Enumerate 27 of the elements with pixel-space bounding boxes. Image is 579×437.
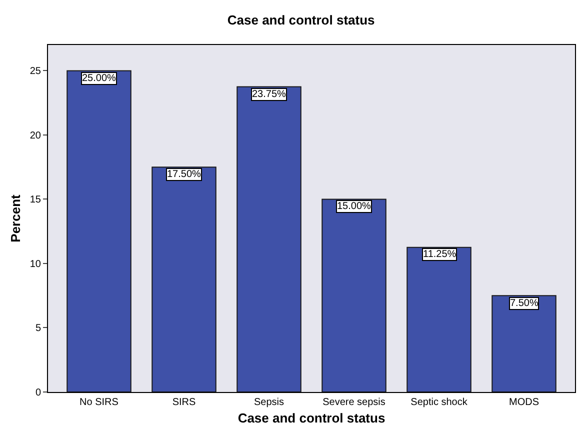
bar — [492, 295, 556, 392]
bar — [236, 86, 302, 392]
x-tick-label: Septic shock — [410, 397, 468, 408]
bar — [322, 198, 386, 392]
data-label: 7.50% — [510, 298, 538, 309]
y-tick-label: 5 — [35, 323, 42, 334]
bar — [406, 246, 472, 392]
y-axis-title: Percent — [8, 194, 23, 242]
y-tick-label: 10 — [30, 258, 42, 270]
y-tick-label: 15 — [30, 194, 42, 206]
y-tick-label: 25 — [30, 66, 42, 78]
y-tick-label: 0 — [35, 388, 42, 398]
x-tick-label: Sepsis — [254, 397, 284, 408]
x-tick-label: MODS — [509, 397, 540, 408]
x-axis-title: Case and control status — [238, 410, 386, 426]
data-label: 17.50% — [167, 169, 202, 180]
data-label: 15.00% — [337, 201, 372, 212]
chart-title: Case and control status — [227, 12, 375, 28]
y-tick-label: 20 — [30, 130, 42, 142]
data-label: 11.25% — [423, 249, 456, 260]
bar — [66, 70, 132, 392]
data-label: 23.75% — [252, 89, 286, 100]
data-label: 25.00% — [82, 73, 116, 84]
bar — [152, 166, 216, 392]
x-tick-label: Severe sepsis — [322, 397, 386, 408]
x-tick-label: No SIRS — [80, 397, 119, 408]
x-tick-label: SIRS — [172, 397, 196, 408]
